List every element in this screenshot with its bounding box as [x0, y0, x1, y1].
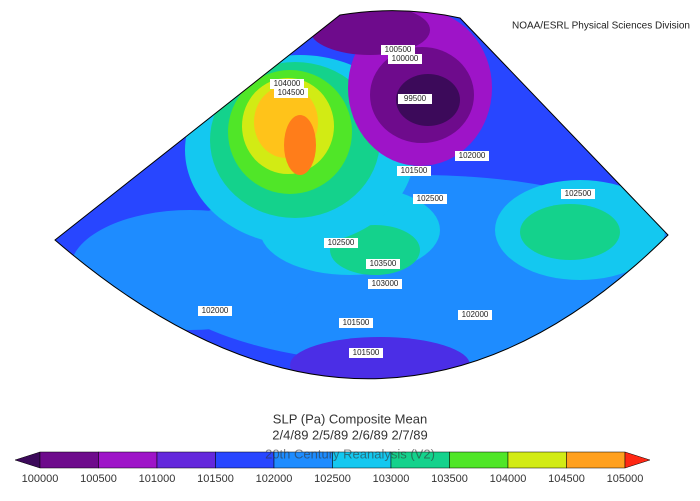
label-box: [561, 189, 595, 199]
label-box: [368, 279, 402, 289]
colorbar-label: 100500: [80, 473, 117, 485]
label-box: [388, 54, 422, 64]
label-box: [349, 348, 383, 358]
contour-label: 103500: [370, 259, 397, 268]
contour-label: 104000: [274, 79, 301, 88]
label-box: [270, 79, 304, 89]
colorbar-label: 103000: [373, 473, 410, 485]
label-box: [366, 259, 400, 269]
colorbar-end: [14, 451, 41, 469]
contour-label: 101500: [343, 318, 370, 327]
label-box: [198, 306, 232, 316]
label-box: [274, 88, 308, 98]
colorbar-label: 104500: [548, 473, 585, 485]
contour-label: 101500: [401, 166, 428, 175]
label-box: [458, 310, 492, 320]
contour-label: 104500: [278, 88, 305, 97]
contour-label: 102500: [565, 189, 592, 198]
colorbar-segment: [98, 451, 158, 469]
title-line: 2/4/89 2/5/89 2/6/89 2/7/89: [272, 427, 427, 442]
contour-label: 100500: [385, 45, 412, 54]
colorbar-label: 100000: [22, 473, 59, 485]
source-label: NOAA/ESRL Physical Sciences Division: [512, 21, 690, 32]
colorbar-segment: [156, 451, 216, 469]
colorbar-segment: [39, 451, 99, 469]
colorbar-segment: [507, 451, 567, 469]
contour-label: 102000: [459, 151, 486, 160]
label-box: [324, 238, 358, 248]
colorbar-label: 103500: [431, 473, 468, 485]
colorbar-end: [624, 451, 651, 469]
contour-label: 101500: [353, 348, 380, 357]
colorbar-segment: [449, 451, 509, 469]
contour-label: 103000: [372, 279, 399, 288]
colorbar-segment: [566, 451, 626, 469]
contour-label: 100000: [392, 54, 419, 63]
label-box: [455, 151, 489, 161]
label-box: [413, 194, 447, 204]
contour-label: 102000: [202, 306, 229, 315]
label-box: [339, 318, 373, 328]
colorbar: 100000 100500 101000 101500 102000 102500 1030…: [14, 451, 651, 485]
title-line: SLP (Pa) Composite Mean: [273, 411, 427, 426]
label-box: [397, 166, 431, 176]
colorbar-label: 104000: [490, 473, 527, 485]
colorbar-label: 101500: [197, 473, 234, 485]
colorbar-label: 102000: [256, 473, 293, 485]
label-box: [381, 45, 415, 55]
colorbar-label: 105000: [607, 473, 644, 485]
contour-label: 102500: [328, 238, 355, 247]
map-frame: [54, 10, 669, 380]
contour-label: 102500: [417, 194, 444, 203]
contour-label: 102000: [462, 310, 489, 319]
colorbar-label: 102500: [314, 473, 351, 485]
contour-label: 99500: [404, 94, 427, 103]
colorbar-label: 101000: [139, 473, 176, 485]
title-line: 20th Century Reanalysis (V2): [265, 446, 435, 461]
label-box: [398, 94, 432, 104]
